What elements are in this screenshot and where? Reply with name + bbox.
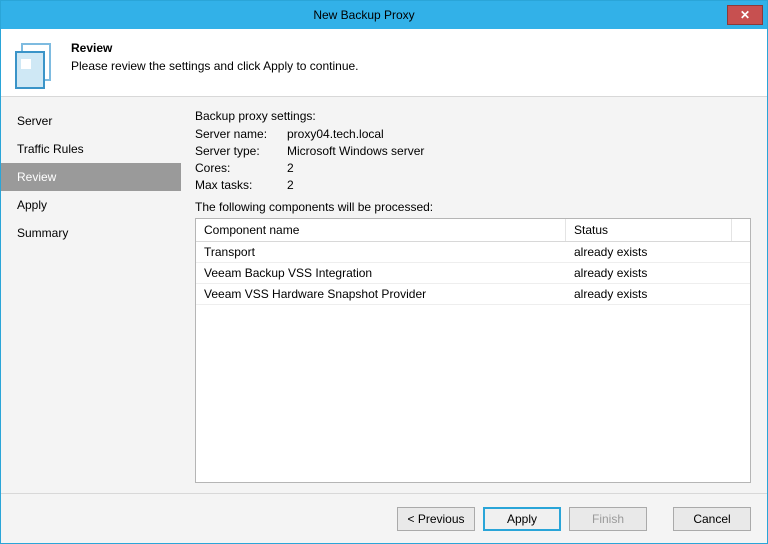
cell-status: already exists — [566, 263, 750, 283]
setting-value: 2 — [287, 178, 751, 192]
apply-button[interactable]: Apply — [483, 507, 561, 531]
wizard-sidebar: ServerTraffic RulesReviewApplySummary — [1, 97, 181, 493]
cell-component-name: Transport — [196, 242, 566, 262]
col-component-name[interactable]: Component name — [196, 219, 566, 241]
nav-item-traffic-rules[interactable]: Traffic Rules — [1, 135, 181, 163]
review-icon — [15, 43, 57, 91]
setting-label: Max tasks: — [195, 178, 287, 192]
wizard-header: Review Please review the settings and cl… — [1, 29, 767, 97]
table-row[interactable]: Veeam Backup VSS Integrationalready exis… — [196, 263, 750, 284]
wizard-body: ServerTraffic RulesReviewApplySummary Ba… — [1, 97, 767, 493]
setting-value: Microsoft Windows server — [287, 144, 751, 158]
close-icon[interactable]: ✕ — [727, 5, 763, 25]
nav-item-review[interactable]: Review — [1, 163, 181, 191]
previous-button[interactable]: < Previous — [397, 507, 475, 531]
col-status[interactable]: Status — [566, 219, 732, 241]
cell-component-name: Veeam VSS Hardware Snapshot Provider — [196, 284, 566, 304]
settings-title: Backup proxy settings: — [195, 109, 751, 123]
components-table: Component name Status Transportalready e… — [195, 218, 751, 483]
titlebar: New Backup Proxy ✕ — [1, 1, 767, 29]
header-subtitle: Please review the settings and click App… — [71, 59, 359, 73]
table-row[interactable]: Veeam VSS Hardware Snapshot Provideralre… — [196, 284, 750, 305]
setting-value: 2 — [287, 161, 751, 175]
wizard-footer: < Previous Apply Finish Cancel — [1, 493, 767, 543]
setting-label: Server type: — [195, 144, 287, 158]
finish-button: Finish — [569, 507, 647, 531]
nav-item-apply[interactable]: Apply — [1, 191, 181, 219]
setting-label: Server name: — [195, 127, 287, 141]
table-row[interactable]: Transportalready exists — [196, 242, 750, 263]
wizard-window: New Backup Proxy ✕ Review Please review … — [0, 0, 768, 544]
setting-label: Cores: — [195, 161, 287, 175]
cell-status: already exists — [566, 242, 750, 262]
header-title: Review — [71, 41, 359, 55]
setting-value: proxy04.tech.local — [287, 127, 751, 141]
header-text: Review Please review the settings and cl… — [71, 39, 359, 73]
cell-component-name: Veeam Backup VSS Integration — [196, 263, 566, 283]
nav-item-summary[interactable]: Summary — [1, 219, 181, 247]
settings-grid: Server name:proxy04.tech.localServer typ… — [195, 127, 751, 192]
window-title: New Backup Proxy — [1, 8, 727, 22]
cell-status: already exists — [566, 284, 750, 304]
wizard-content: Backup proxy settings: Server name:proxy… — [181, 97, 767, 493]
table-header: Component name Status — [196, 219, 750, 242]
nav-item-server[interactable]: Server — [1, 107, 181, 135]
col-padding — [732, 219, 750, 241]
components-title: The following components will be process… — [195, 200, 751, 214]
cancel-button[interactable]: Cancel — [673, 507, 751, 531]
table-body: Transportalready existsVeeam Backup VSS … — [196, 242, 750, 482]
